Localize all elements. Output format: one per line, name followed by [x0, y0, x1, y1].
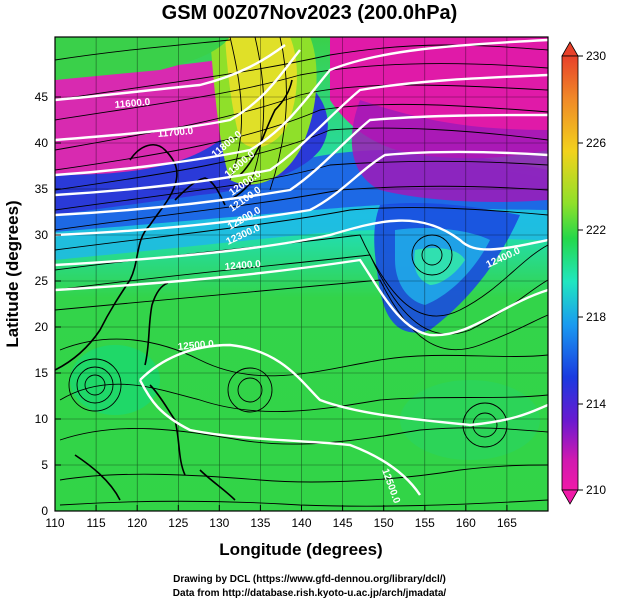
y-tick-label: 0 — [41, 504, 48, 518]
y-tick-label: 35 — [35, 182, 49, 196]
x-tick-label: 130 — [209, 516, 229, 530]
x-tick-label: 115 — [87, 516, 106, 530]
axis-ticks — [54, 96, 508, 511]
x-tick-label: 165 — [497, 516, 517, 530]
credit-drawing: Drawing by DCL (https://www.gfd-dennou.o… — [173, 574, 446, 585]
coastlines — [55, 79, 293, 501]
x-tick-label: 120 — [127, 516, 147, 530]
contour-label: 11600.0 — [114, 97, 151, 111]
y-tick-label: 5 — [41, 458, 48, 472]
y-tick-label: 20 — [35, 320, 49, 334]
x-tick-label: 110 — [45, 516, 64, 530]
x-tick-label: 125 — [168, 516, 188, 530]
x-axis-label: Longitude (degrees) — [219, 540, 382, 559]
y-tick-labels: 0 5 10 15 20 25 30 35 40 45 — [35, 90, 49, 518]
colorbar-label: 218 — [586, 310, 606, 324]
colorbar-top-arrow — [561, 41, 579, 57]
y-tick-label: 40 — [35, 136, 49, 150]
x-tick-label: 160 — [456, 516, 476, 530]
x-tick-label: 135 — [250, 516, 270, 530]
colorbar-label: 226 — [586, 136, 606, 150]
contour-label: 11700.0 — [157, 126, 194, 140]
colorbar-bottom-arrow — [561, 489, 579, 505]
x-tick-label: 150 — [374, 516, 394, 530]
y-tick-label: 15 — [35, 366, 49, 380]
y-tick-label: 30 — [35, 228, 49, 242]
height-contours — [55, 38, 548, 496]
colorbar-label: 230 — [586, 49, 606, 63]
x-tick-label: 155 — [415, 516, 435, 530]
credit-data: Data from http://database.rish.kyoto-u.a… — [172, 588, 447, 599]
x-tick-label: 145 — [333, 516, 353, 530]
contour-label: 12500.0 — [177, 339, 214, 353]
colorbar-label: 210 — [586, 483, 606, 497]
map-title: GSM 00Z07Nov2023 (200.0hPa) — [161, 2, 458, 24]
y-tick-label: 10 — [35, 412, 49, 426]
colorbar-label: 222 — [586, 223, 606, 237]
colorbar: 230 226 222 218 214 210 — [561, 41, 606, 505]
colorbar-label: 214 — [586, 397, 606, 411]
x-tick-label: 140 — [291, 516, 311, 530]
y-axis-label: Latitude (degrees) — [3, 200, 22, 347]
y-tick-label: 25 — [35, 274, 49, 288]
x-tick-labels: 110 115 120 125 130 135 140 145 150 155 … — [45, 516, 517, 530]
contour-label: 12400.0 — [224, 259, 261, 273]
y-tick-label: 45 — [35, 90, 49, 104]
